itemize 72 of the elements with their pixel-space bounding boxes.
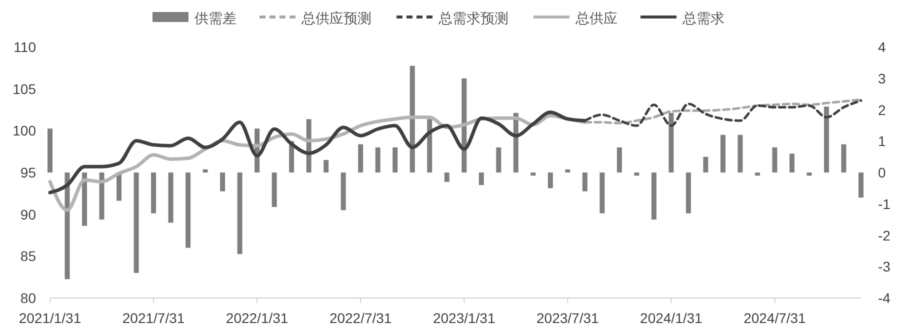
x-tick-label: 2023/1/31	[432, 310, 496, 326]
bar	[444, 172, 450, 182]
bar	[703, 156, 708, 172]
bar	[64, 172, 70, 280]
y2-tick-label: -2	[878, 227, 891, 244]
y2-tick-label: 2	[878, 102, 886, 118]
y2-tick-label: -1	[878, 196, 891, 212]
y-tick-label: 80	[20, 290, 36, 306]
x-tick-label: 2021/1/31	[18, 310, 82, 326]
x-tick-label: 2021/7/31	[122, 310, 185, 326]
bar	[82, 172, 88, 226]
bar	[340, 172, 346, 210]
y-tick-label: 100	[12, 122, 36, 139]
y2-tick-label: 4	[878, 39, 886, 55]
bar	[824, 106, 829, 172]
y2-tick-label: 3	[878, 70, 886, 86]
bar	[99, 172, 104, 220]
y2-tick-label: 1	[878, 133, 886, 150]
x-tick-label: 2024/1/31	[640, 310, 703, 326]
bar	[772, 147, 778, 172]
bar	[754, 172, 760, 176]
bar	[720, 134, 726, 172]
x-tick-label: 2022/7/31	[329, 310, 392, 326]
y-tick-label: 95	[20, 164, 36, 180]
y-tick-label: 85	[20, 248, 36, 264]
bar	[789, 154, 794, 172]
x-tick-label: 2023/7/31	[536, 310, 600, 326]
bar	[600, 172, 605, 214]
x-tick-label: 2022/1/31	[226, 310, 288, 326]
bar	[272, 172, 277, 208]
bar	[168, 172, 174, 223]
bar	[462, 78, 467, 172]
bar	[427, 119, 432, 172]
bar	[48, 128, 52, 172]
bar	[410, 66, 415, 172]
bar	[324, 160, 329, 172]
bar	[530, 172, 536, 176]
bar	[358, 144, 364, 172]
bar	[202, 169, 208, 172]
legend-label: 总需求预测	[438, 10, 508, 26]
y-tick-label: 90	[20, 206, 36, 222]
x-tick-label: 2024/7/31	[744, 310, 806, 326]
y2-tick-label: -4	[878, 290, 891, 306]
bar	[548, 172, 553, 188]
bar	[151, 172, 156, 214]
bar	[565, 169, 570, 172]
bar	[392, 147, 398, 172]
bar	[841, 144, 846, 172]
legend-label: 供需差	[194, 10, 236, 26]
bar	[858, 172, 864, 198]
bar	[738, 134, 743, 172]
bar	[186, 172, 191, 248]
bar	[220, 172, 226, 192]
legend-label: 总需求	[682, 10, 724, 26]
y-tick-label: 105	[12, 80, 36, 97]
bar	[582, 172, 588, 192]
y2-tick-label: -3	[878, 258, 891, 275]
bar	[686, 172, 691, 214]
legend-label: 总供应	[574, 10, 618, 26]
bar	[375, 147, 380, 172]
y-tick-label: 110	[14, 39, 36, 55]
bar	[668, 112, 674, 172]
bar	[806, 172, 812, 176]
bar	[634, 172, 640, 176]
bar	[616, 147, 622, 172]
bar	[651, 172, 656, 220]
legend-label: 总供应预测	[300, 10, 372, 26]
bar	[478, 172, 484, 186]
bar	[496, 147, 502, 172]
bar	[237, 172, 242, 254]
bar	[134, 172, 139, 273]
y2-tick-label: 0	[878, 164, 886, 180]
